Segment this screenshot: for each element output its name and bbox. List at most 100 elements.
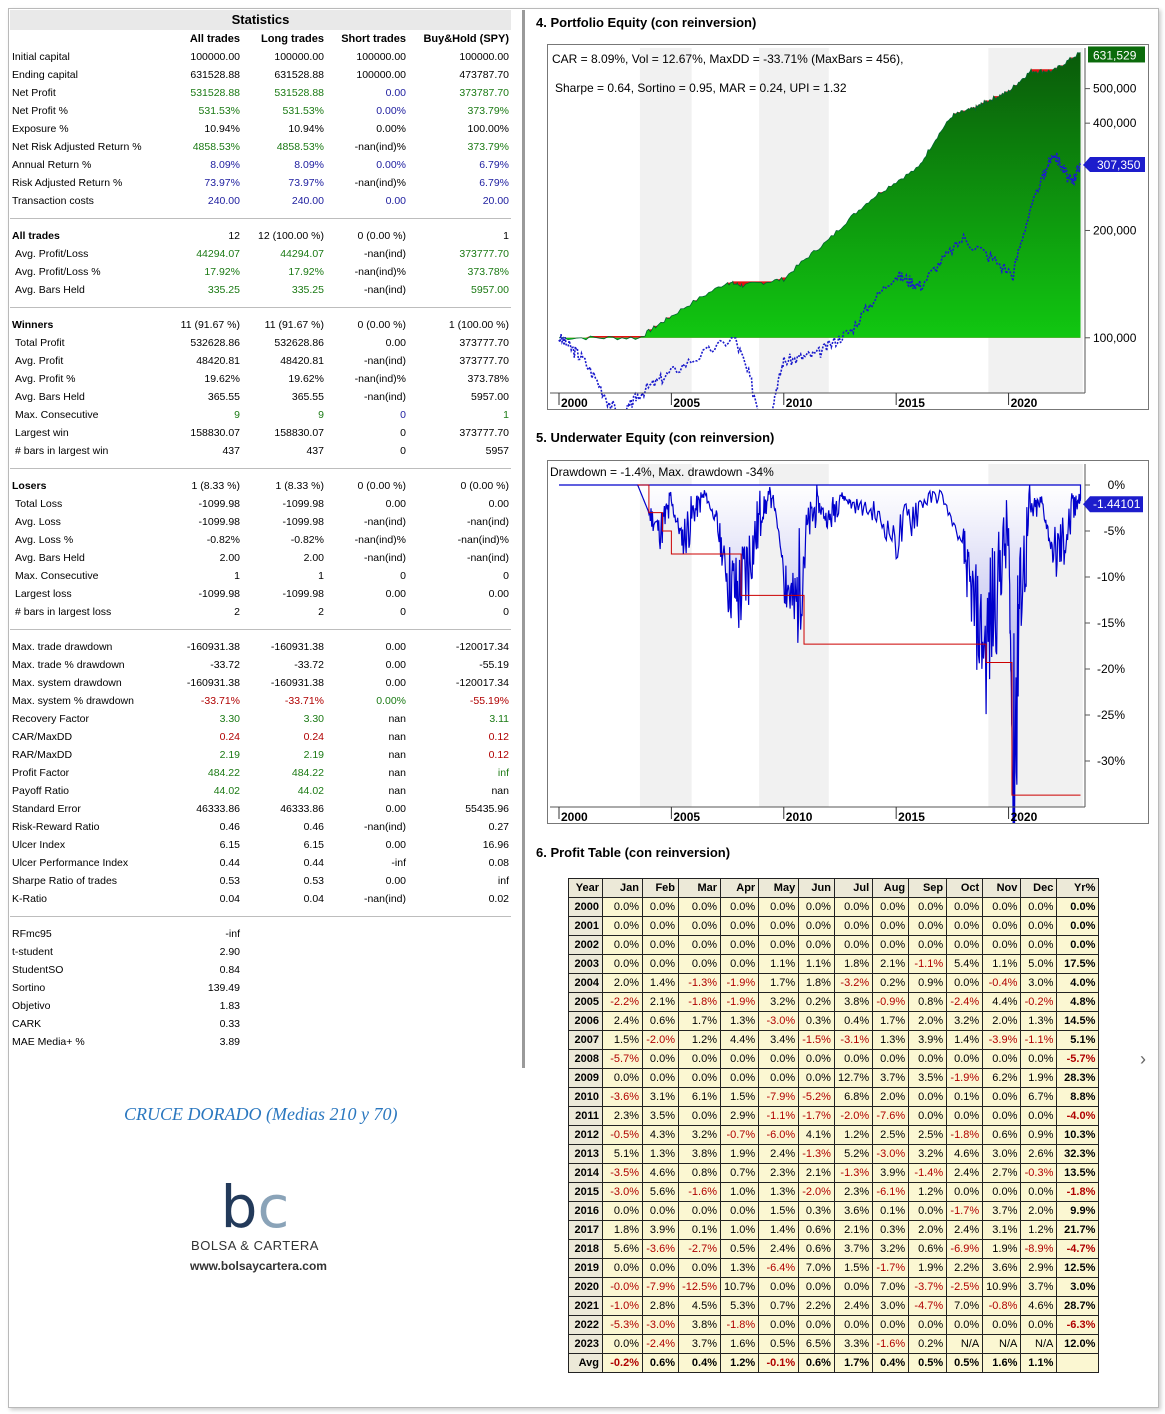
chevron-right-icon[interactable]: › bbox=[1140, 1049, 1146, 1069]
profit-table-row: 2010 -3.6% 3.1% 6.1% 1.5% -7.9% -5.2% 6.8% 2.0% 0… bbox=[568, 1087, 1100, 1107]
profit-table-row: 2001 0.0% 0.0% 0.0% 0.0% 0.0% 0.0% 0.0% 0.0% 0.0%… bbox=[568, 916, 1100, 936]
stats-value: 365.55 bbox=[291, 391, 324, 403]
profit-table-cell: 2.1% bbox=[872, 954, 910, 974]
stats-value: -nan(ind) bbox=[363, 284, 406, 296]
profit-table-cell: -1.8% bbox=[719, 1315, 760, 1335]
stats-value: 17.92% bbox=[288, 266, 324, 278]
profit-table-row: 2015 -3.0% 5.6% -1.6% 1.0% 1.3% -2.0% 2.3% -6.1%… bbox=[568, 1182, 1100, 1202]
profit-table-cell: 0.6% bbox=[982, 1125, 1022, 1145]
profit-table-row: 2017 1.8% 3.9% 0.1% 1.0% 1.4% 0.6% 2.1% 0.3% 2.0%… bbox=[568, 1220, 1100, 1240]
stats-value: 531528.88 bbox=[190, 87, 240, 99]
stats-value: 0 bbox=[503, 570, 509, 582]
profit-table-col-header: Aug bbox=[872, 878, 910, 898]
stats-value: 0 bbox=[400, 606, 406, 618]
profit-table-cell: 0.0% bbox=[678, 935, 721, 955]
profit-table-cell: 0.0% bbox=[982, 1087, 1022, 1107]
stats-value: -33.71% bbox=[200, 695, 240, 707]
profit-table-cell: 2.1% bbox=[642, 992, 679, 1012]
profit-table-cell: 0.0% bbox=[872, 1315, 910, 1335]
stats-label: Total Loss bbox=[15, 498, 63, 510]
stats-value: -inf bbox=[391, 857, 406, 869]
stats-label: Max. system % drawdown bbox=[12, 695, 134, 707]
stats-value: -1099.98 bbox=[198, 516, 240, 528]
profit-table-cell: 0.0% bbox=[982, 1049, 1022, 1069]
stats-value: 48420.81 bbox=[196, 355, 240, 367]
profit-table-cell: 1.2% bbox=[908, 1182, 948, 1202]
profit-table-cell: 7.0% bbox=[872, 1277, 910, 1297]
profit-table-cell: -6.0% bbox=[758, 1125, 800, 1145]
stats-value: 0 (0.00 %) bbox=[357, 319, 406, 331]
profit-table-cell: 1.6% bbox=[719, 1334, 760, 1354]
profit-table-row: 2014 -3.5% 4.6% 0.8% 0.7% 2.3% 2.1% -1.3% 3.9% -1… bbox=[568, 1163, 1100, 1183]
stats-value: -1099.98 bbox=[198, 498, 240, 510]
stats-value: inf bbox=[497, 767, 509, 779]
profit-table-cell: 1.8% bbox=[798, 973, 835, 993]
stats-label: Initial capital bbox=[12, 51, 70, 63]
profit-table-cell: 2.0% bbox=[982, 1011, 1022, 1031]
stats-value: -1099.98 bbox=[198, 588, 240, 600]
stats-value: 0.00 bbox=[385, 641, 406, 653]
stats-value: 532628.86 bbox=[190, 337, 240, 349]
profit-table-cell: 0.0% bbox=[719, 1049, 760, 1069]
profit-table-cell: 0.0% bbox=[602, 954, 643, 974]
profit-table-cell: 12.7% bbox=[833, 1068, 874, 1088]
y-tick-label: -5% bbox=[1104, 524, 1126, 538]
profit-table-cell: 3.2% bbox=[678, 1125, 721, 1145]
stats-value: 2.90 bbox=[219, 946, 240, 958]
stats-row: Risk-Reward Ratio 0.46 0.46 -nan(ind) 0.27 bbox=[8, 818, 513, 836]
profit-table-cell: 2.1% bbox=[798, 1163, 835, 1183]
stats-row: Transaction costs 240.00 240.00 0.00 20.00 bbox=[8, 192, 513, 210]
profit-table-cell: 6.8% bbox=[833, 1087, 874, 1107]
profit-table-cell: 3.2% bbox=[946, 1011, 984, 1031]
profit-table-cell: 1.1% bbox=[982, 954, 1022, 974]
profit-table-cell: 0.0% bbox=[758, 1068, 800, 1088]
stats-value: 0.00% bbox=[376, 159, 406, 171]
statistics-panel: Statistics All trades Long trades Short … bbox=[8, 10, 513, 1051]
stats-row: Recovery Factor 3.30 3.30 nan 3.11 bbox=[8, 710, 513, 728]
profit-table-cell: 0.2% bbox=[798, 992, 835, 1012]
stats-value: 100000.00 bbox=[356, 51, 406, 63]
profit-table-row: 2011 2.3% 3.5% 0.0% 2.9% -1.1% -1.7% -2.0% -7.6%… bbox=[568, 1106, 1100, 1126]
profit-table-cell: 0.0% bbox=[982, 897, 1022, 917]
profit-table-cell: 0.0% bbox=[1020, 1315, 1058, 1335]
stats-value: 4858.53% bbox=[192, 141, 240, 153]
profit-table-cell: 0.3% bbox=[798, 1011, 835, 1031]
stats-value: 373.79% bbox=[467, 141, 509, 153]
profit-table-cell: 0.0% bbox=[1020, 916, 1058, 936]
profit-table-cell: 5.1% bbox=[602, 1144, 643, 1164]
stats-value: 0.44 bbox=[303, 857, 324, 869]
stats-label: Standard Error bbox=[12, 803, 81, 815]
stats-label: Annual Return % bbox=[12, 159, 92, 171]
stats-value: -0.82% bbox=[206, 534, 240, 546]
stats-row: Max. Consecutive 1 1 0 0 bbox=[8, 567, 513, 585]
profit-table-cell: 0.0% bbox=[798, 897, 835, 917]
profit-table-cell: 0.0% bbox=[798, 916, 835, 936]
profit-table-cell: 0.0% bbox=[758, 1277, 800, 1297]
stats-value: 3.30 bbox=[219, 713, 240, 725]
stats-value: 2.00 bbox=[303, 552, 324, 564]
profit-table-cell: 2.5% bbox=[872, 1125, 910, 1145]
profit-table-year: 2008 bbox=[568, 1049, 603, 1069]
stats-value: -nan(ind) bbox=[363, 248, 406, 260]
profit-table-cell: 4.6% bbox=[946, 1144, 984, 1164]
stats-row: Sortino 139.49 bbox=[8, 979, 513, 997]
profit-table-year: 2013 bbox=[568, 1144, 603, 1164]
profit-table-row: Avg -0.2% 0.6% 0.4% 1.2% -0.1% 0.6% 1.7% 0.4% 0.5… bbox=[568, 1353, 1100, 1373]
stats-label: Ulcer Performance Index bbox=[12, 857, 129, 869]
stats-value: -160931.38 bbox=[270, 677, 324, 689]
profit-table-cell: -1.9% bbox=[946, 1068, 984, 1088]
stats-label: Net Risk Adjusted Return % bbox=[12, 141, 142, 153]
y-tick-label: 500,000 bbox=[1093, 82, 1137, 96]
profit-table-col-header: Nov bbox=[982, 878, 1022, 898]
profit-table-cell: -3.9% bbox=[982, 1030, 1022, 1050]
profit-table-cell: 0.9% bbox=[908, 973, 948, 993]
stats-value: 484.22 bbox=[291, 767, 324, 779]
profit-table-cell: 0.0% bbox=[642, 1068, 679, 1088]
profit-table-cell: 0.0% bbox=[719, 1068, 760, 1088]
x-tick-label: 2020 bbox=[1011, 810, 1038, 823]
stats-row: Avg. Bars Held 2.00 2.00 -nan(ind) -nan(ind) bbox=[8, 549, 513, 567]
stats-row: # bars in largest win 437 437 0 5957 bbox=[8, 442, 513, 460]
stats-row: Exposure % 10.94% 10.94% 0.00% 100.00% bbox=[8, 120, 513, 138]
profit-table-cell: -3.6% bbox=[642, 1239, 679, 1259]
profit-table-cell: 1.1% bbox=[758, 954, 800, 974]
